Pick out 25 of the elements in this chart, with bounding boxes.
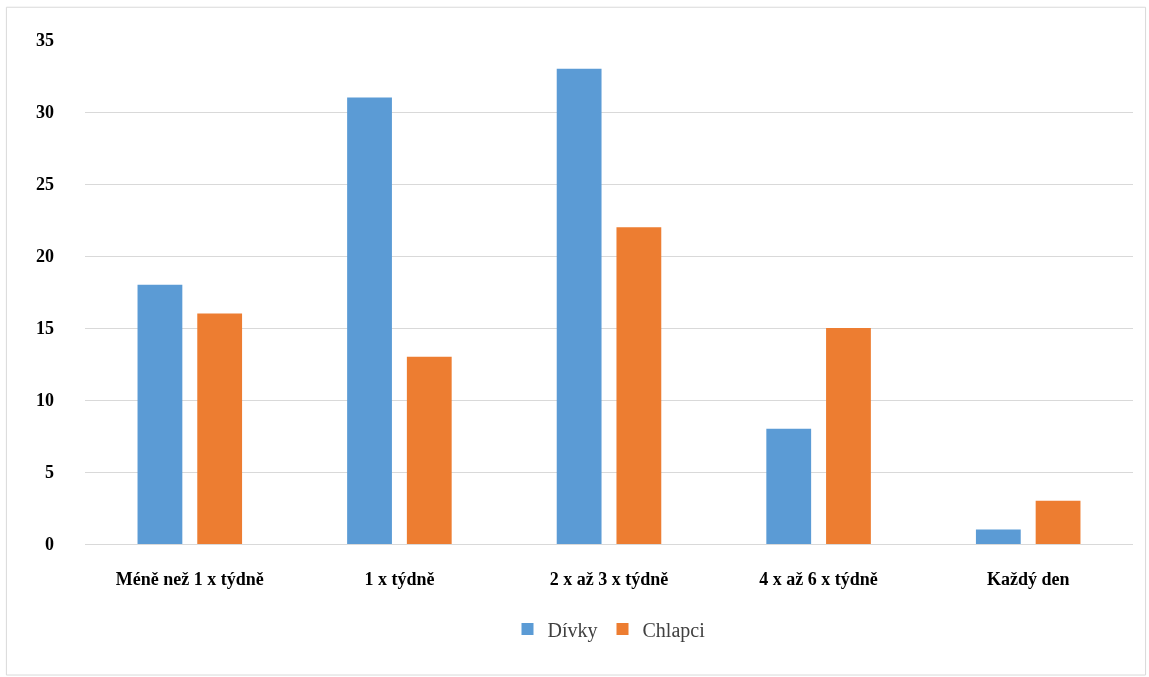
x-tick-label: Každý den [986, 568, 1070, 589]
bar [347, 97, 392, 544]
y-tick-label: 30 [36, 102, 54, 123]
x-tick-label: 1 x týdně [364, 568, 435, 589]
bar [197, 313, 243, 544]
y-tick-label: 10 [36, 390, 54, 411]
y-tick-label: 5 [45, 462, 54, 483]
y-tick-label: 15 [36, 318, 54, 339]
y-tick-label: 0 [45, 534, 54, 555]
y-tick-label: 20 [36, 246, 54, 267]
legend-label: Chlapci [642, 618, 706, 642]
bar [766, 428, 812, 544]
bar [137, 284, 183, 544]
y-tick-label: 35 [36, 30, 54, 51]
x-tick-label: Méně než 1 x týdně [115, 568, 264, 589]
bar [616, 227, 662, 544]
x-tick-label: 4 x až 6 x týdně [759, 568, 878, 589]
bar [406, 356, 452, 544]
bar [556, 68, 602, 544]
x-tick-label: 2 x až 3 x týdně [549, 568, 669, 589]
y-tick-label: 25 [36, 174, 54, 195]
bar [1035, 500, 1081, 544]
legend-label: Dívky [547, 618, 598, 642]
bar [826, 328, 871, 544]
bar [975, 529, 1021, 544]
